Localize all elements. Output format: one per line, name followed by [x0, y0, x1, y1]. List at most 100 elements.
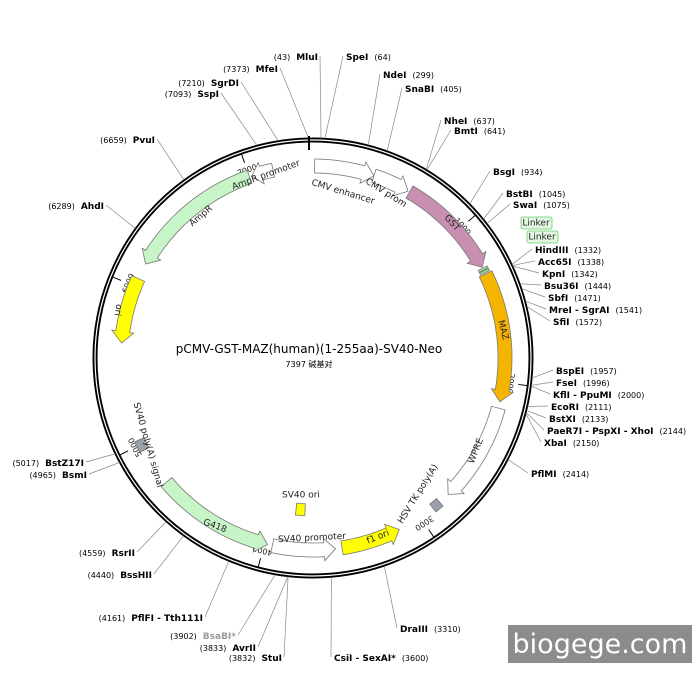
- site-position: (5017): [12, 459, 39, 468]
- site-position: (1471): [574, 294, 601, 303]
- site-position: (2111): [585, 403, 612, 412]
- site-label: (6659) PvuI: [100, 136, 155, 146]
- site-name: BstZ17I: [45, 459, 84, 469]
- site-leader: [425, 119, 442, 170]
- site-position: (3832): [229, 654, 256, 663]
- site-position: (4440): [88, 571, 115, 580]
- site-leader: [426, 129, 452, 170]
- site-label: EcoRI (2111): [551, 403, 612, 413]
- site-position: (4965): [29, 471, 56, 480]
- site-name: BmtI: [454, 127, 478, 137]
- site-name: PflFI - Tth111I: [131, 614, 203, 624]
- site-name: PflMI: [531, 470, 557, 480]
- site-label: BmtI (641): [454, 127, 505, 137]
- scale-tick: [119, 450, 129, 456]
- site-label: SfiI (1572): [553, 318, 602, 328]
- scale-tick: [257, 558, 262, 568]
- site-name: NheI: [444, 117, 467, 127]
- backbone-outer: [92, 137, 534, 579]
- site-position: (3600): [402, 654, 429, 663]
- scale-tick: [112, 276, 122, 281]
- site-label: (3833) AvrII: [200, 644, 256, 654]
- site-label: (3832) StuI: [229, 654, 282, 664]
- site-position: (7210): [178, 79, 205, 88]
- site-name: DraIII: [400, 625, 428, 635]
- site-name: BsaBI*: [203, 632, 236, 642]
- feature-label: SV40 promoter: [278, 532, 347, 546]
- site-label: (6289) AhdI: [48, 202, 104, 212]
- site-position: (405): [440, 85, 462, 94]
- site-name: AvrII: [232, 644, 256, 654]
- site-label: BstXI (2133): [549, 415, 608, 425]
- site-name: Acc65I: [538, 258, 572, 268]
- feature-label: SV40 ori: [282, 491, 320, 501]
- site-label: XbaI (2150): [544, 439, 599, 449]
- feature-box: [479, 267, 491, 276]
- site-leader: [511, 248, 533, 265]
- site-leader: [525, 412, 545, 431]
- site-position: (1444): [585, 282, 612, 291]
- site-leader: [527, 405, 549, 407]
- site-leader: [526, 306, 551, 322]
- site-name: AhdI: [81, 202, 104, 212]
- site-leader: [531, 381, 554, 386]
- site-position: (1342): [571, 270, 598, 279]
- site-name: SwaI: [513, 201, 537, 211]
- site-position: (6659): [100, 136, 127, 145]
- site-leader: [279, 67, 309, 139]
- site-name: BspEI: [556, 367, 584, 377]
- site-name: HindIII: [535, 246, 569, 256]
- site-label: SnaBI (405): [405, 85, 462, 95]
- site-leader: [525, 300, 547, 310]
- site-name: SfiI: [553, 318, 570, 328]
- site-leader: [156, 138, 185, 181]
- site-position: (299): [412, 71, 434, 80]
- site-position: (1332): [575, 246, 602, 255]
- site-position: (641): [484, 127, 506, 136]
- site-leader: [283, 576, 289, 658]
- site-leader: [469, 170, 491, 204]
- site-name: SnaBI: [405, 85, 434, 95]
- site-leader: [520, 283, 542, 286]
- site-label: (43) MluI: [274, 53, 318, 63]
- site-leader: [383, 566, 398, 629]
- scale-tick: [241, 154, 245, 163]
- site-name: BssHII: [120, 571, 152, 581]
- site-label: NdeI (299): [383, 71, 434, 81]
- site-name: BstXI: [549, 415, 576, 425]
- plasmid-size: 7397 碱基对: [286, 359, 333, 369]
- site-label: BstBI (1045): [506, 190, 565, 200]
- feature-arrow: [340, 523, 400, 556]
- site-leader: [531, 369, 554, 379]
- site-label: SbfI (1471): [548, 294, 601, 304]
- site-leader: [220, 92, 258, 146]
- watermark: biogege.com: [513, 629, 688, 660]
- site-label: (4559) RsrII: [79, 549, 135, 559]
- scale-tick: [428, 529, 435, 538]
- site-name: SspI: [197, 90, 219, 100]
- feature-arrow: [270, 537, 337, 562]
- site-name: PvuI: [133, 136, 155, 146]
- feature-label: Linker: [528, 233, 556, 243]
- site-leader: [136, 521, 167, 553]
- site-leader: [521, 288, 546, 298]
- feature-arrow: [478, 270, 515, 403]
- site-leader: [105, 204, 136, 229]
- site-position: (2150): [573, 439, 600, 448]
- feature-arrow: [141, 169, 253, 265]
- site-name: MfeI: [256, 65, 278, 75]
- site-label: MreI - SgrAI (1541): [549, 306, 642, 316]
- site-name: BsmI: [62, 471, 87, 481]
- site-label: (7093) SspI: [165, 90, 219, 100]
- linker-label-box: [526, 230, 559, 244]
- scale-tick-label: 3000: [413, 514, 435, 533]
- site-position: (1045): [539, 190, 566, 199]
- site-label: Bsu36I (1444): [544, 282, 611, 292]
- site-name: BsgI: [493, 168, 515, 178]
- linker-label-box: [520, 216, 553, 230]
- site-position: (64): [374, 53, 390, 62]
- site-label: (3902) BsaBI*: [170, 632, 236, 642]
- site-label: FseI (1996): [556, 379, 610, 389]
- site-leader: [512, 260, 536, 266]
